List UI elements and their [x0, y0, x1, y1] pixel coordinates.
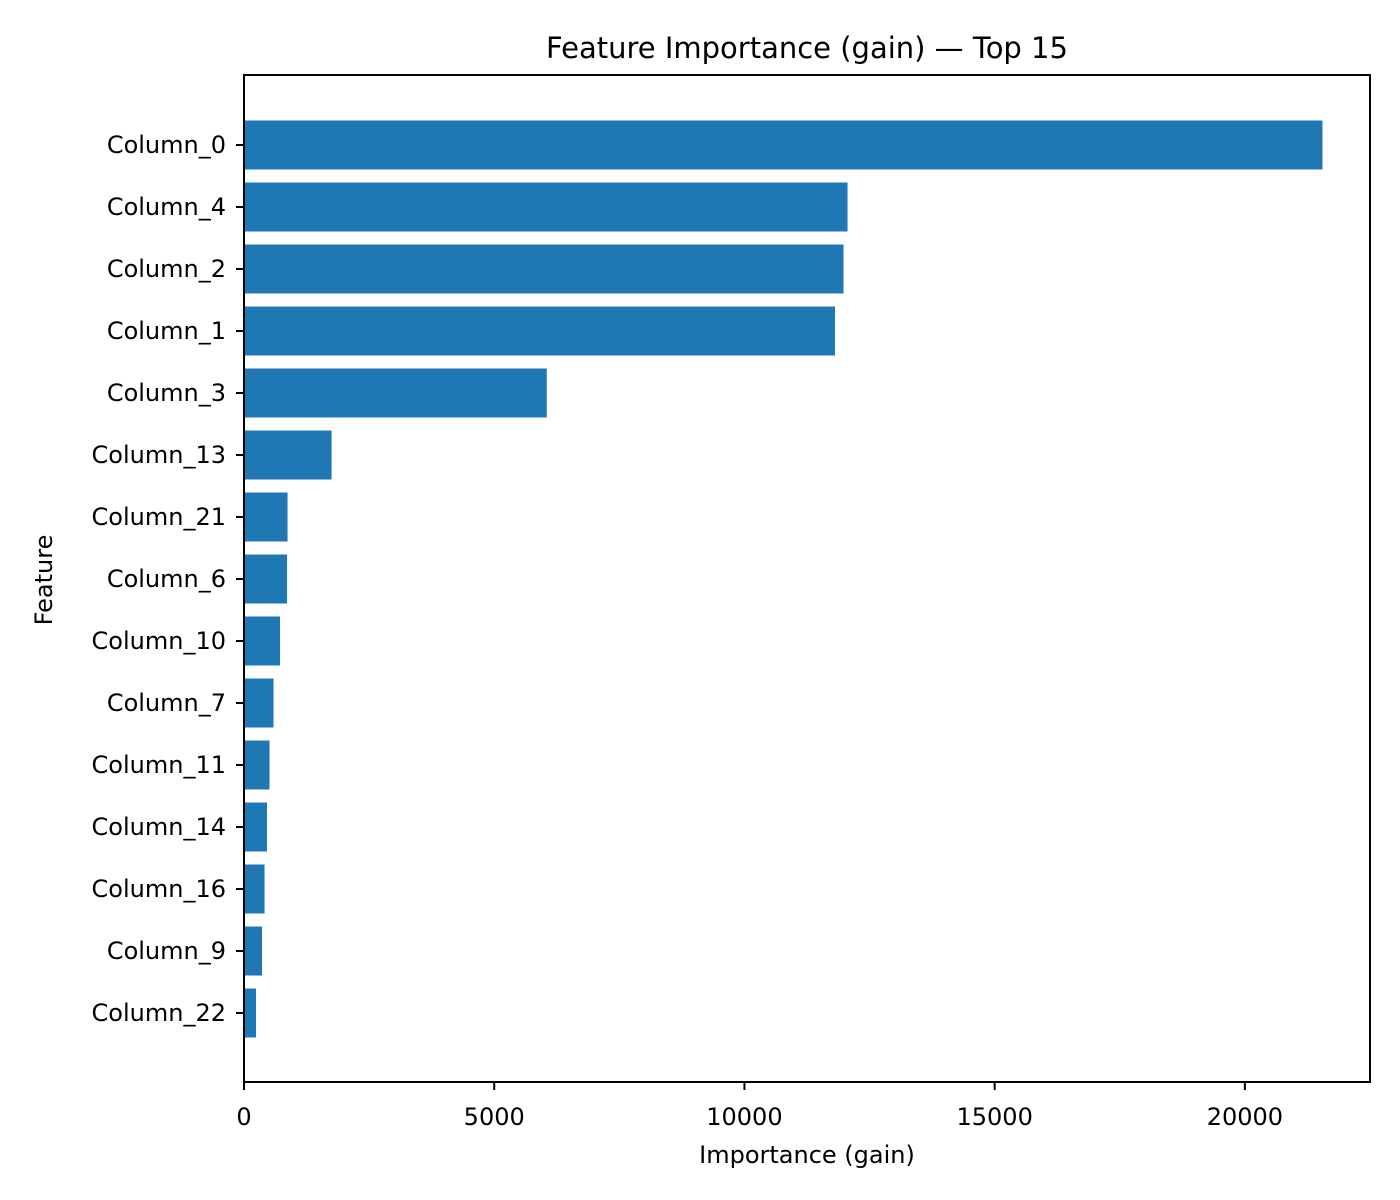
y-tick-label-column-3: Column_3	[107, 379, 226, 407]
y-tick-label-column-4: Column_4	[107, 193, 226, 221]
y-tick-label-column-11: Column_11	[92, 751, 226, 779]
y-tick-label-column-22: Column_22	[92, 999, 226, 1027]
bar-column-11	[244, 740, 270, 790]
bar-column-13	[244, 430, 332, 480]
x-tick-label-0: 0	[236, 1103, 251, 1131]
y-tick-label-column-7: Column_7	[107, 689, 226, 717]
plot-area	[244, 120, 1323, 1038]
y-tick-label-column-13: Column_13	[92, 441, 226, 469]
bar-column-6	[244, 554, 288, 604]
x-tick-label-5000: 5000	[464, 1103, 525, 1131]
bar-column-0	[244, 120, 1323, 170]
x-axis-label: Importance (gain)	[699, 1141, 915, 1169]
y-axis-label: Feature	[30, 535, 58, 626]
bar-column-16	[244, 864, 265, 914]
bar-column-22	[244, 988, 257, 1038]
x-tick-label-15000: 15000	[956, 1103, 1032, 1131]
bar-column-2	[244, 244, 844, 294]
x-axis: 0 5000 10000 15000 20000	[236, 1082, 1283, 1131]
bar-column-21	[244, 492, 288, 542]
y-tick-label-column-0: Column_0	[107, 131, 226, 159]
bar-column-9	[244, 926, 263, 976]
x-tick-label-20000: 20000	[1207, 1103, 1283, 1131]
x-tick-label-10000: 10000	[706, 1103, 782, 1131]
y-tick-label-column-21: Column_21	[92, 503, 226, 531]
bar-column-4	[244, 182, 848, 232]
bar-column-1	[244, 306, 836, 356]
y-tick-label-column-10: Column_10	[92, 627, 226, 655]
y-tick-label-column-9: Column_9	[107, 937, 226, 965]
bar-column-14	[244, 802, 268, 852]
bar-column-3	[244, 368, 547, 418]
chart-title: Feature Importance (gain) — Top 15	[546, 31, 1068, 65]
y-tick-label-column-6: Column_6	[107, 565, 226, 593]
y-tick-label-column-1: Column_1	[107, 317, 226, 345]
bar-column-7	[244, 678, 274, 728]
y-axis: Column_0 Column_4 Column_2 Column_1 Column_3…	[92, 131, 244, 1027]
y-tick-label-column-16: Column_16	[92, 875, 226, 903]
y-tick-label-column-2: Column_2	[107, 255, 226, 283]
plot-frame	[243, 74, 1371, 1083]
y-tick-label-column-14: Column_14	[92, 813, 226, 841]
bar-column-10	[244, 616, 281, 666]
